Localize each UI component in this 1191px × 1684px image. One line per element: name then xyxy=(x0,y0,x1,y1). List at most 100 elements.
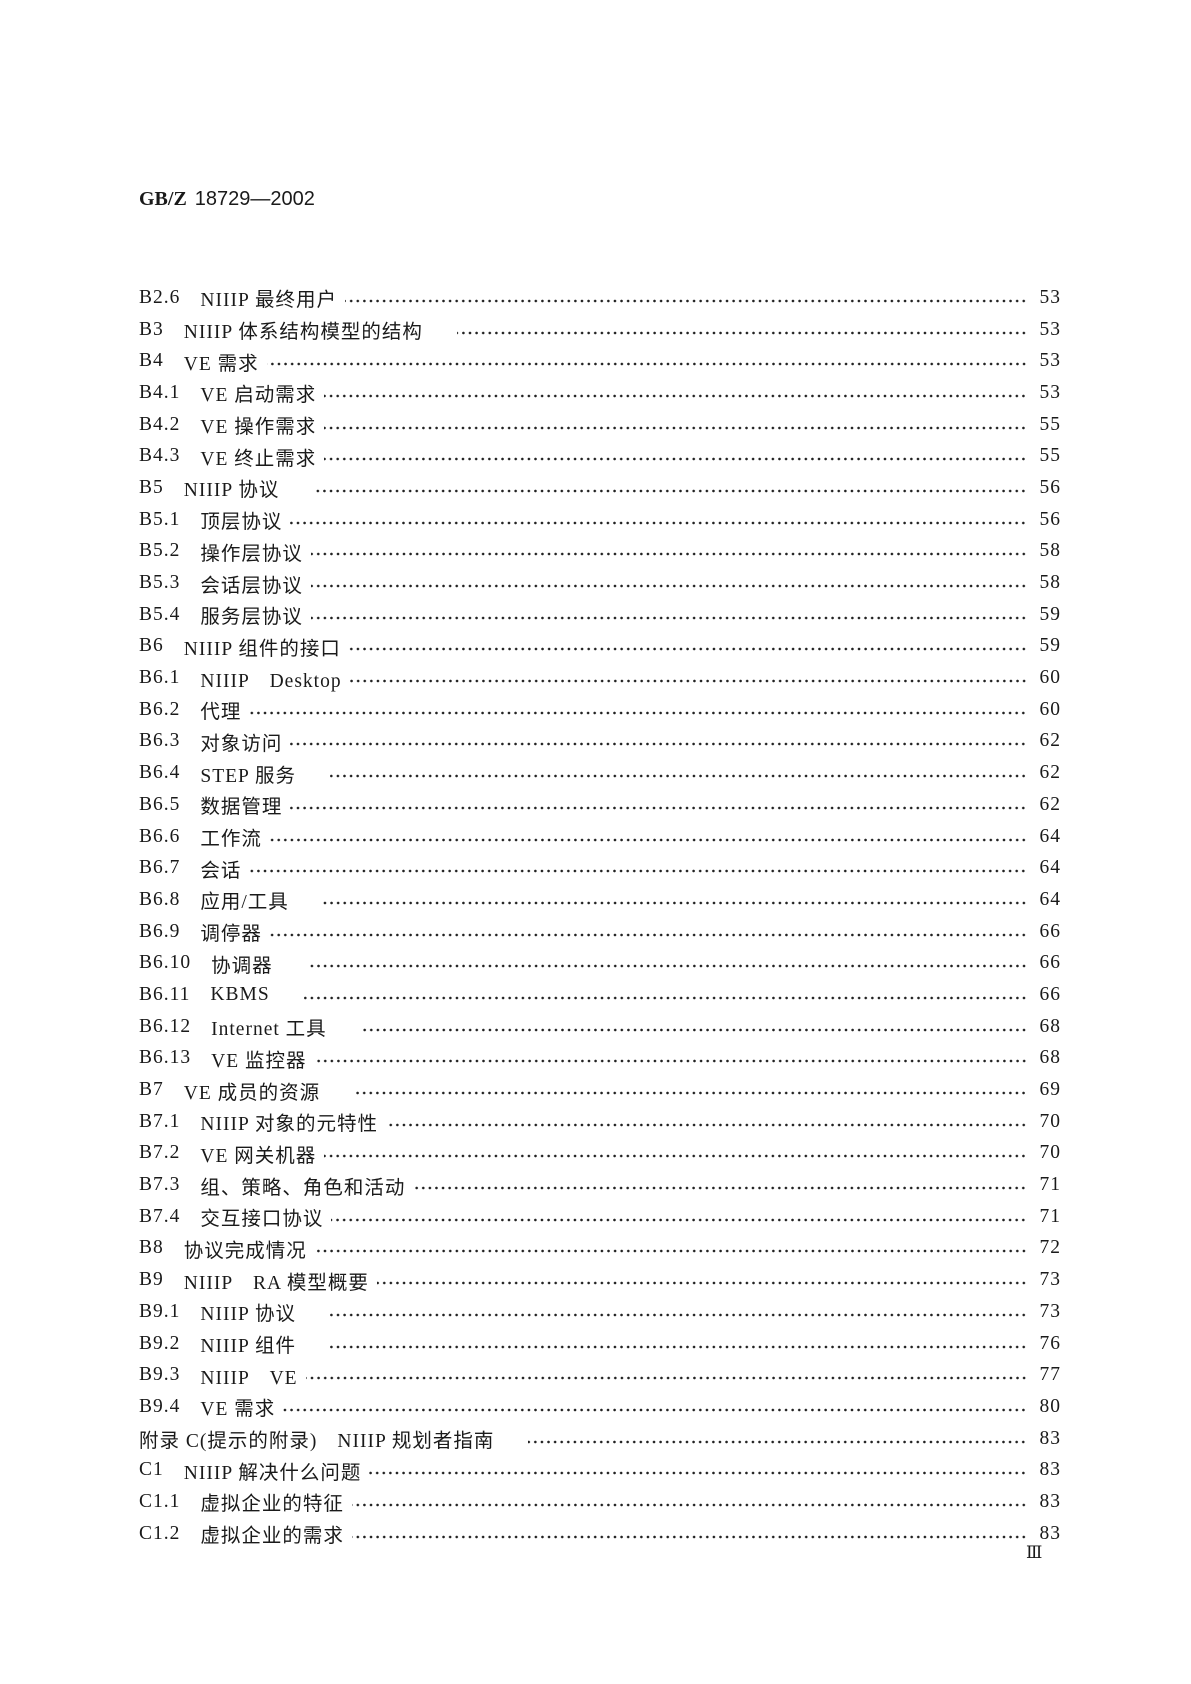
toc-entry[interactable]: B7.2 VE 网关机器 70 xyxy=(139,1138,1061,1170)
toc-entry[interactable]: B6.10 协调器 66 xyxy=(139,947,1061,979)
toc-entry-title: NIIIP RA 模型概要 xyxy=(183,1272,369,1294)
toc-entry-title: 代理 xyxy=(200,702,242,724)
toc-entry[interactable]: B6.9 调停器 66 xyxy=(139,916,1061,948)
toc-entry-title: NIIIP 对象的元特性 xyxy=(200,1114,378,1136)
toc-entry[interactable]: B4.2 VE 操作需求 55 xyxy=(139,409,1061,441)
dot-leader xyxy=(290,741,1027,748)
toc-entry[interactable]: B6.2 代理 60 xyxy=(139,694,1061,726)
toc-entry[interactable]: B6.8 应用/工具 64 xyxy=(139,884,1061,916)
toc-entry-page: 64 xyxy=(1039,857,1061,879)
toc-entry-number: 附录 C(提示的附录) xyxy=(139,1431,318,1453)
toc-entry-page: 80 xyxy=(1039,1395,1061,1417)
toc-entry[interactable]: B9.3 NIIIP VE 77 xyxy=(139,1359,1061,1391)
toc-entry[interactable]: B2.6 NIIIP 最终用户 53 xyxy=(139,282,1061,314)
toc-entry[interactable]: B7.4 交互接口协议 71 xyxy=(139,1201,1061,1233)
toc-entry-page: 53 xyxy=(1039,318,1061,340)
toc-entry-title: VE 需求 xyxy=(200,1399,276,1421)
toc-entry[interactable]: B5.1 顶层协议 56 xyxy=(139,504,1061,536)
toc-entry-title: NIIIP 协议 xyxy=(200,1304,296,1326)
toc-entry[interactable]: B9.2 NIIIP 组件 76 xyxy=(139,1328,1061,1360)
toc-entry-page: 68 xyxy=(1039,1015,1061,1037)
toc-entry-number: B6.7 xyxy=(139,857,181,879)
toc-entry[interactable]: B3 NIIIP 体系结构模型的结构 53 xyxy=(139,314,1061,346)
toc-entry-title: Internet 工具 xyxy=(211,1019,327,1041)
toc-entry[interactable]: B6.3 对象访问 62 xyxy=(139,726,1061,758)
toc-entry-page: 56 xyxy=(1039,476,1061,498)
dot-leader xyxy=(329,1311,1027,1318)
standard-number: 18729—2002 xyxy=(194,188,315,210)
toc-entry-page: 55 xyxy=(1039,413,1061,435)
dot-leader xyxy=(528,1438,1027,1445)
toc-entry-title: 工作流 xyxy=(200,829,262,851)
toc-entry-title: 会话 xyxy=(200,860,242,882)
toc-entry[interactable]: B6.13 VE 监控器 68 xyxy=(139,1043,1061,1075)
toc-entry[interactable]: B7.3 组、策略、角色和活动 71 xyxy=(139,1169,1061,1201)
toc-entry-title: NIIIP 组件 xyxy=(200,1336,296,1358)
toc-entry[interactable]: B6.6 工作流 64 xyxy=(139,821,1061,853)
toc-entry[interactable]: B9 NIIIP RA 模型概要 73 xyxy=(139,1264,1061,1296)
dot-leader xyxy=(329,1343,1027,1350)
toc-entry-title: VE 成员的资源 xyxy=(183,1082,321,1104)
dot-leader xyxy=(376,1280,1027,1287)
toc-entry-number: B6.8 xyxy=(139,888,181,910)
document-header: GB/Z 18729—2002 xyxy=(139,188,315,211)
dot-leader xyxy=(306,963,1027,970)
toc-entry-page: 71 xyxy=(1039,1174,1061,1196)
dot-leader xyxy=(249,868,1027,875)
toc-entry-number: B6.10 xyxy=(139,952,192,974)
toc-entry[interactable]: B6.7 会话 64 xyxy=(139,852,1061,884)
toc-entry[interactable]: B9.1 NIIIP 协议 73 xyxy=(139,1296,1061,1328)
toc-entry[interactable]: B6.4 STEP 服务 62 xyxy=(139,757,1061,789)
toc-entry[interactable]: B9.4 VE 需求 80 xyxy=(139,1391,1061,1423)
toc-entry-title: 应用/工具 xyxy=(200,892,289,914)
toc-entry-page: 62 xyxy=(1039,793,1061,815)
toc-entry-page: 77 xyxy=(1039,1364,1061,1386)
toc-entry-number: B5 xyxy=(139,476,164,498)
toc-entry[interactable]: 附录 C(提示的附录) NIIIP 规划者指南 83 xyxy=(139,1423,1061,1455)
toc-entry[interactable]: B4.3 VE 终止需求 55 xyxy=(139,440,1061,472)
toc-entry[interactable]: B6.1 NIIIP Desktop 60 xyxy=(139,662,1061,694)
toc-entry[interactable]: B5.2 操作层协议 58 xyxy=(139,536,1061,568)
toc-entry[interactable]: B8 协议完成情况 72 xyxy=(139,1233,1061,1265)
toc-entry-page: 83 xyxy=(1039,1459,1061,1481)
dot-leader xyxy=(310,583,1027,590)
toc-entry[interactable]: B5.3 会话层协议 58 xyxy=(139,567,1061,599)
dot-leader xyxy=(456,329,1027,336)
toc-entry[interactable]: B7.1 NIIIP 对象的元特性 70 xyxy=(139,1106,1061,1138)
toc-entry-number: B7 xyxy=(139,1079,164,1101)
toc-entry-number: B4.2 xyxy=(139,413,181,435)
toc-entry[interactable]: B6.5 数据管理 62 xyxy=(139,789,1061,821)
toc-entry-page: 58 xyxy=(1039,540,1061,562)
toc-entry[interactable]: B5.4 服务层协议 59 xyxy=(139,599,1061,631)
toc-entry-title: VE 启动需求 xyxy=(200,385,317,407)
toc-entry-page: 70 xyxy=(1039,1110,1061,1132)
toc-entry-page: 53 xyxy=(1039,350,1061,372)
toc-entry-title: STEP 服务 xyxy=(200,765,297,787)
toc-entry[interactable]: C1 NIIIP 解决什么问题 83 xyxy=(139,1454,1061,1486)
toc-entry[interactable]: B7 VE 成员的资源 69 xyxy=(139,1074,1061,1106)
toc-entry-number: B6.4 xyxy=(139,762,181,784)
toc-entry-number: B4.3 xyxy=(139,445,181,467)
toc-entry[interactable]: C1.2 虚拟企业的需求 83 xyxy=(139,1518,1061,1550)
dot-leader xyxy=(331,1216,1027,1223)
toc-entry[interactable]: B5 NIIIP 协议 56 xyxy=(139,472,1061,504)
toc-entry-title: 协议完成情况 xyxy=(183,1240,307,1262)
dot-leader xyxy=(324,392,1027,399)
dot-leader xyxy=(413,1185,1027,1192)
toc-entry[interactable]: B6 NIIIP 组件的接口 59 xyxy=(139,631,1061,663)
toc-entry-page: 83 xyxy=(1039,1427,1061,1449)
toc-entry-page: 73 xyxy=(1039,1269,1061,1291)
toc-entry-title: VE 需求 xyxy=(183,353,259,375)
toc-entry-title: 虚拟企业的需求 xyxy=(200,1526,344,1548)
dot-leader xyxy=(369,1470,1027,1477)
toc-entry[interactable]: B6.11 KBMS 66 xyxy=(139,979,1061,1011)
toc-entry[interactable]: B4 VE 需求 53 xyxy=(139,345,1061,377)
dot-leader xyxy=(303,994,1027,1001)
toc-entry-number: B6.1 xyxy=(139,667,181,689)
toc-entry-number: B6 xyxy=(139,635,164,657)
toc-entry-number: B9.2 xyxy=(139,1332,181,1354)
toc-entry-number: B7.2 xyxy=(139,1142,181,1164)
toc-entry[interactable]: B6.12 Internet 工具 68 xyxy=(139,1011,1061,1043)
toc-entry[interactable]: B4.1 VE 启动需求 53 xyxy=(139,377,1061,409)
toc-entry[interactable]: C1.1 虚拟企业的特征 83 xyxy=(139,1486,1061,1518)
